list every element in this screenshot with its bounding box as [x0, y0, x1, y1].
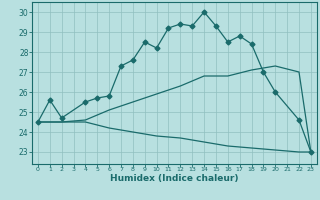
X-axis label: Humidex (Indice chaleur): Humidex (Indice chaleur): [110, 174, 239, 183]
